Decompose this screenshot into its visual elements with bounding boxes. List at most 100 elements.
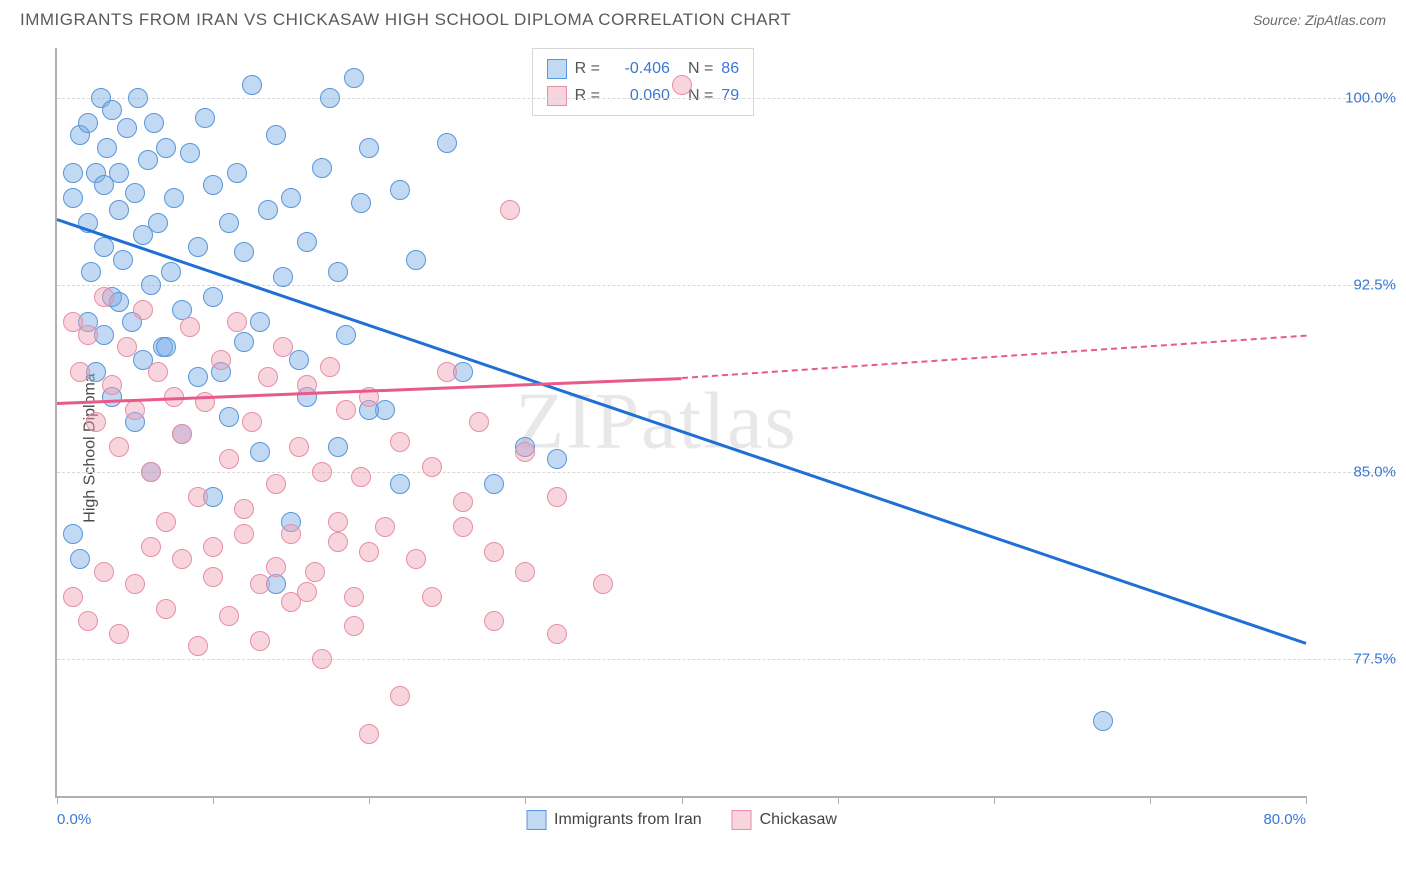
x-tick-label: 0.0%	[57, 811, 91, 828]
data-point	[672, 75, 692, 95]
data-point	[344, 587, 364, 607]
data-point	[188, 636, 208, 656]
data-point	[211, 350, 231, 370]
data-point	[63, 587, 83, 607]
x-tick	[57, 796, 58, 804]
data-point	[203, 175, 223, 195]
correlation-legend: R = -0.406 N = 86 R = 0.060 N = 79	[532, 48, 754, 116]
trend-line	[57, 218, 1307, 644]
legend-row: R = -0.406 N = 86	[547, 55, 739, 82]
data-point	[188, 367, 208, 387]
data-point	[203, 287, 223, 307]
y-tick-label: 77.5%	[1316, 650, 1396, 667]
data-point	[312, 158, 332, 178]
data-point	[289, 437, 309, 457]
data-point	[281, 524, 301, 544]
legend-row: R = 0.060 N = 79	[547, 82, 739, 109]
data-point	[453, 517, 473, 537]
data-point	[148, 362, 168, 382]
data-point	[515, 562, 535, 582]
data-point	[117, 118, 137, 138]
data-point	[141, 462, 161, 482]
r-value-iran: -0.406	[608, 55, 670, 82]
data-point	[250, 574, 270, 594]
data-point	[70, 362, 90, 382]
x-tick	[994, 796, 995, 804]
data-point	[195, 108, 215, 128]
data-point	[344, 616, 364, 636]
data-point	[297, 232, 317, 252]
data-point	[94, 287, 114, 307]
data-point	[234, 499, 254, 519]
data-point	[81, 262, 101, 282]
data-point	[547, 624, 567, 644]
n-label: N =	[688, 82, 713, 109]
data-point	[250, 631, 270, 651]
data-point	[390, 686, 410, 706]
data-point	[156, 138, 176, 158]
data-point	[547, 487, 567, 507]
data-point	[266, 557, 286, 577]
data-point	[266, 125, 286, 145]
data-point	[422, 457, 442, 477]
data-point	[78, 113, 98, 133]
data-point	[266, 474, 286, 494]
data-point	[289, 350, 309, 370]
data-point	[128, 88, 148, 108]
legend-label: Chickasaw	[760, 811, 837, 829]
data-point	[500, 200, 520, 220]
data-point	[219, 213, 239, 233]
legend-swatch-iran	[547, 59, 567, 79]
plot-region: ZIPatlas R = -0.406 N = 86 R = 0.060 N =…	[55, 48, 1306, 798]
gridline	[57, 98, 1396, 99]
data-point	[328, 437, 348, 457]
data-point	[148, 213, 168, 233]
x-tick	[525, 796, 526, 804]
data-point	[453, 492, 473, 512]
data-point	[234, 524, 254, 544]
legend-item: Immigrants from Iran	[526, 810, 702, 830]
data-point	[359, 138, 379, 158]
legend-swatch-chickasaw	[547, 86, 567, 106]
data-point	[219, 606, 239, 626]
data-point	[164, 188, 184, 208]
n-value-iran: 86	[721, 55, 739, 82]
data-point	[258, 367, 278, 387]
chart-header: IMMIGRANTS FROM IRAN VS CHICKASAW HIGH S…	[0, 0, 1406, 38]
data-point	[94, 237, 114, 257]
data-point	[180, 143, 200, 163]
data-point	[515, 442, 535, 462]
data-point	[484, 611, 504, 631]
data-point	[593, 574, 613, 594]
data-point	[351, 193, 371, 213]
data-point	[328, 532, 348, 552]
legend-item: Chickasaw	[732, 810, 837, 830]
data-point	[351, 467, 371, 487]
data-point	[188, 487, 208, 507]
data-point	[258, 200, 278, 220]
y-tick-label: 100.0%	[1316, 89, 1396, 106]
series-legend: Immigrants from Iran Chickasaw	[526, 810, 837, 830]
data-point	[63, 163, 83, 183]
data-point	[390, 474, 410, 494]
data-point	[156, 599, 176, 619]
r-label: R =	[575, 82, 600, 109]
data-point	[97, 138, 117, 158]
data-point	[78, 611, 98, 631]
data-point	[250, 442, 270, 462]
x-tick	[1306, 796, 1307, 804]
gridline	[57, 659, 1396, 660]
data-point	[273, 267, 293, 287]
data-point	[219, 407, 239, 427]
data-point	[94, 562, 114, 582]
data-point	[390, 180, 410, 200]
x-tick	[1150, 796, 1151, 804]
data-point	[113, 250, 133, 270]
data-point	[344, 68, 364, 88]
trend-line-dashed	[681, 335, 1306, 379]
data-point	[102, 100, 122, 120]
data-point	[86, 412, 106, 432]
data-point	[156, 512, 176, 532]
data-point	[125, 183, 145, 203]
data-point	[281, 188, 301, 208]
